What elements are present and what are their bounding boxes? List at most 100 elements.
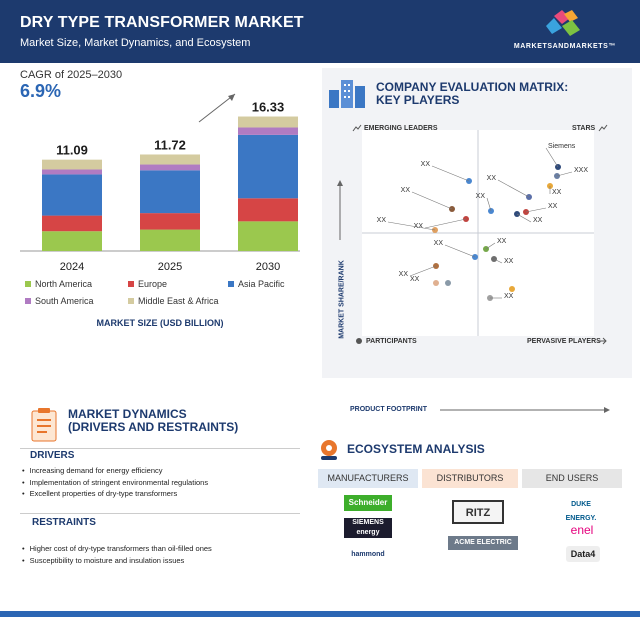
matrix-point-label: XX (504, 258, 514, 265)
matrix-point (554, 173, 560, 179)
bar-segment (238, 221, 298, 251)
legend-swatch (25, 298, 31, 304)
marketsandmarkets-logo-icon (546, 10, 580, 36)
bar-segment (238, 127, 298, 135)
bar-segment (238, 198, 298, 222)
matrix-point-label: XXX (574, 167, 589, 174)
logo-text: MARKETSANDMARKETS™ (513, 43, 616, 50)
growth-arrow-icon (198, 93, 236, 123)
x-axis-arrow-icon (440, 407, 610, 413)
list-item: Excellent properties of dry-type transfo… (22, 488, 208, 500)
cagr-value: 6.9% (20, 81, 62, 101)
footer-bar (0, 611, 640, 617)
bar-segment (238, 134, 298, 199)
x-axis-title: PRODUCT FOOTPRINT (350, 406, 427, 413)
leader-line (486, 197, 492, 212)
bar-segment (238, 116, 298, 128)
matrix-point (509, 286, 515, 292)
leader-line (387, 221, 436, 231)
quadrant-stars: STARS (572, 125, 596, 132)
stars-icon (598, 124, 608, 132)
bar-segment (140, 154, 200, 165)
matrix-point-label: XX (486, 175, 496, 182)
page-title: DRY TYPE TRANSFORMER MARKET (20, 14, 304, 31)
matrix-point-label: Siemens (548, 143, 576, 150)
matrix-point-label: XX (410, 276, 420, 283)
matrix-point-label: XX (497, 238, 507, 245)
legend-south-america: South America (25, 296, 94, 306)
duke-energy-logo: DUKE ENERGY. (565, 501, 597, 522)
legend-swatch (228, 281, 234, 287)
enel-logo: enel (570, 523, 594, 537)
participants-icon (356, 338, 362, 344)
quadrant-emerging-leaders: EMERGING LEADERS (364, 125, 438, 132)
leader-line (497, 179, 530, 198)
quadrant-pervasive-players: PERVASIVE PLAYERS (527, 338, 601, 345)
list-item: Increasing demand for energy efficiency (22, 465, 208, 477)
list-item: Implementation of stringent environmenta… (22, 477, 208, 489)
ritz-logo: RITZ (452, 500, 504, 524)
matrix-point-label: XX (413, 223, 423, 230)
header-banner: DRY TYPE TRANSFORMER MARKET Market Size,… (0, 0, 640, 63)
hammond-logo: hammond (351, 551, 385, 558)
matrix-point-label: XX (548, 203, 558, 210)
bar-segment (140, 164, 200, 171)
leader-line (409, 265, 437, 277)
legend-swatch (128, 281, 134, 287)
bar-segment (42, 215, 102, 232)
matrix-point-label: XX (552, 189, 562, 196)
drivers-heading: DRIVERS (30, 450, 75, 461)
cagr-label: CAGR of 2025–2030 (20, 69, 123, 81)
checklist-icon (31, 408, 57, 442)
bar-segment (140, 229, 200, 251)
leader-line (444, 244, 476, 258)
leader-line (545, 147, 559, 168)
market-size-chart: 11.09 2024 11.72 2025 16.33 2030 (20, 100, 300, 273)
matrix-point-label: XX (533, 217, 543, 224)
pervasive-icon (598, 337, 607, 345)
leader-line (424, 218, 467, 229)
matrix-quadrants (362, 130, 594, 336)
acme-electric-logo: ACME ELECTRIC (448, 536, 518, 550)
drivers-divider (20, 448, 300, 449)
x-tick-label: 2025 (158, 261, 182, 273)
drivers-list: Increasing demand for energy efficiency … (22, 465, 208, 500)
ecosystem-icon (321, 440, 337, 460)
legend-swatch (128, 298, 134, 304)
x-tick-label: 2030 (256, 261, 280, 273)
legend-swatch (25, 281, 31, 287)
bar-segment (42, 169, 102, 175)
ecosystem-title: ECOSYSTEM ANALYSIS (347, 442, 485, 456)
dynamics-title: MARKET DYNAMICS (DRIVERS AND RESTRAINTS) (68, 407, 239, 434)
matrix-point-label: XX (400, 187, 410, 194)
matrix-point-label: XX (504, 293, 514, 300)
restraints-list: Higher cost of dry-type transformers tha… (22, 543, 212, 566)
tab-distributors[interactable]: DISTRIBUTORS (422, 469, 518, 488)
matrix-point-label: XX (475, 193, 485, 200)
leader-line (525, 207, 547, 213)
page-subtitle: Market Size, Market Dynamics, and Ecosys… (20, 37, 251, 49)
legend-middle-east-africa: Middle East & Africa (128, 296, 219, 306)
matrix-title: COMPANY EVALUATION MATRIX: KEY PLAYERS (376, 80, 569, 107)
list-item: Susceptibility to moisture and insulatio… (22, 555, 212, 567)
leader-line (485, 242, 496, 250)
data4-logo: Data4 (566, 546, 600, 562)
bar-total-label: 16.33 (252, 100, 285, 115)
legend-asia-pacific: Asia Pacific (228, 279, 285, 289)
quadrant-participants: PARTICIPANTS (366, 338, 417, 345)
matrix-point-label: XX (420, 161, 430, 168)
leader-line (556, 171, 573, 177)
tab-end-users[interactable]: END USERS (522, 469, 622, 488)
tab-manufacturers[interactable]: MANUFACTURERS (318, 469, 418, 488)
bar-segment (140, 213, 200, 230)
bar-segment (140, 170, 200, 214)
bar-total-label: 11.72 (154, 137, 186, 152)
emerging-leaders-icon (352, 124, 362, 132)
bar-segment (42, 159, 102, 170)
list-item: Higher cost of dry-type transformers tha… (22, 543, 212, 555)
leader-line (411, 191, 453, 210)
restraints-divider (20, 513, 300, 514)
matrix-point-label: XX (433, 240, 443, 247)
restraints-heading: RESTRAINTS (32, 517, 96, 528)
leader-line (490, 297, 502, 299)
